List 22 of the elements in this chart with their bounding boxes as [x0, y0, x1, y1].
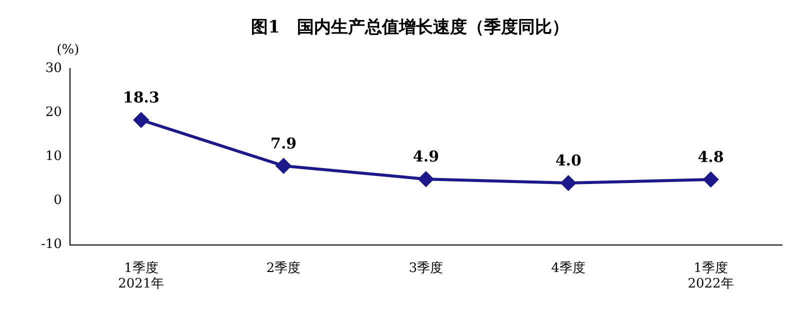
point — [560, 176, 576, 191]
point — [134, 112, 149, 128]
y-tick-label: 0 — [54, 193, 62, 208]
chart-title: 图1 国内生产总值增长速度（季度同比） — [251, 18, 569, 38]
point — [703, 172, 718, 188]
y-tick-label: 10 — [45, 148, 62, 164]
y-tick-label: 20 — [45, 104, 62, 120]
point — [418, 172, 434, 187]
data-label: 4.8 — [698, 148, 724, 166]
x-tick-label: 2季度 — [266, 260, 301, 276]
point — [276, 158, 292, 174]
y-axis-title: (%) — [56, 42, 80, 58]
data-label: 4.9 — [412, 147, 440, 166]
y-tick-label: -10 — [40, 237, 62, 252]
x-tick-label: 1季度 2021年 — [118, 260, 164, 292]
y-tick-label: 30 — [45, 60, 62, 76]
x-tick-label: 1季度 2022年 — [688, 260, 734, 292]
data-label: 18.3 — [122, 88, 160, 106]
data-label: 7.9 — [270, 134, 297, 152]
data-label: 4.0 — [555, 151, 582, 170]
x-tick-label: 4季度 — [551, 260, 586, 276]
x-tick-label: 3季度 — [408, 260, 444, 276]
